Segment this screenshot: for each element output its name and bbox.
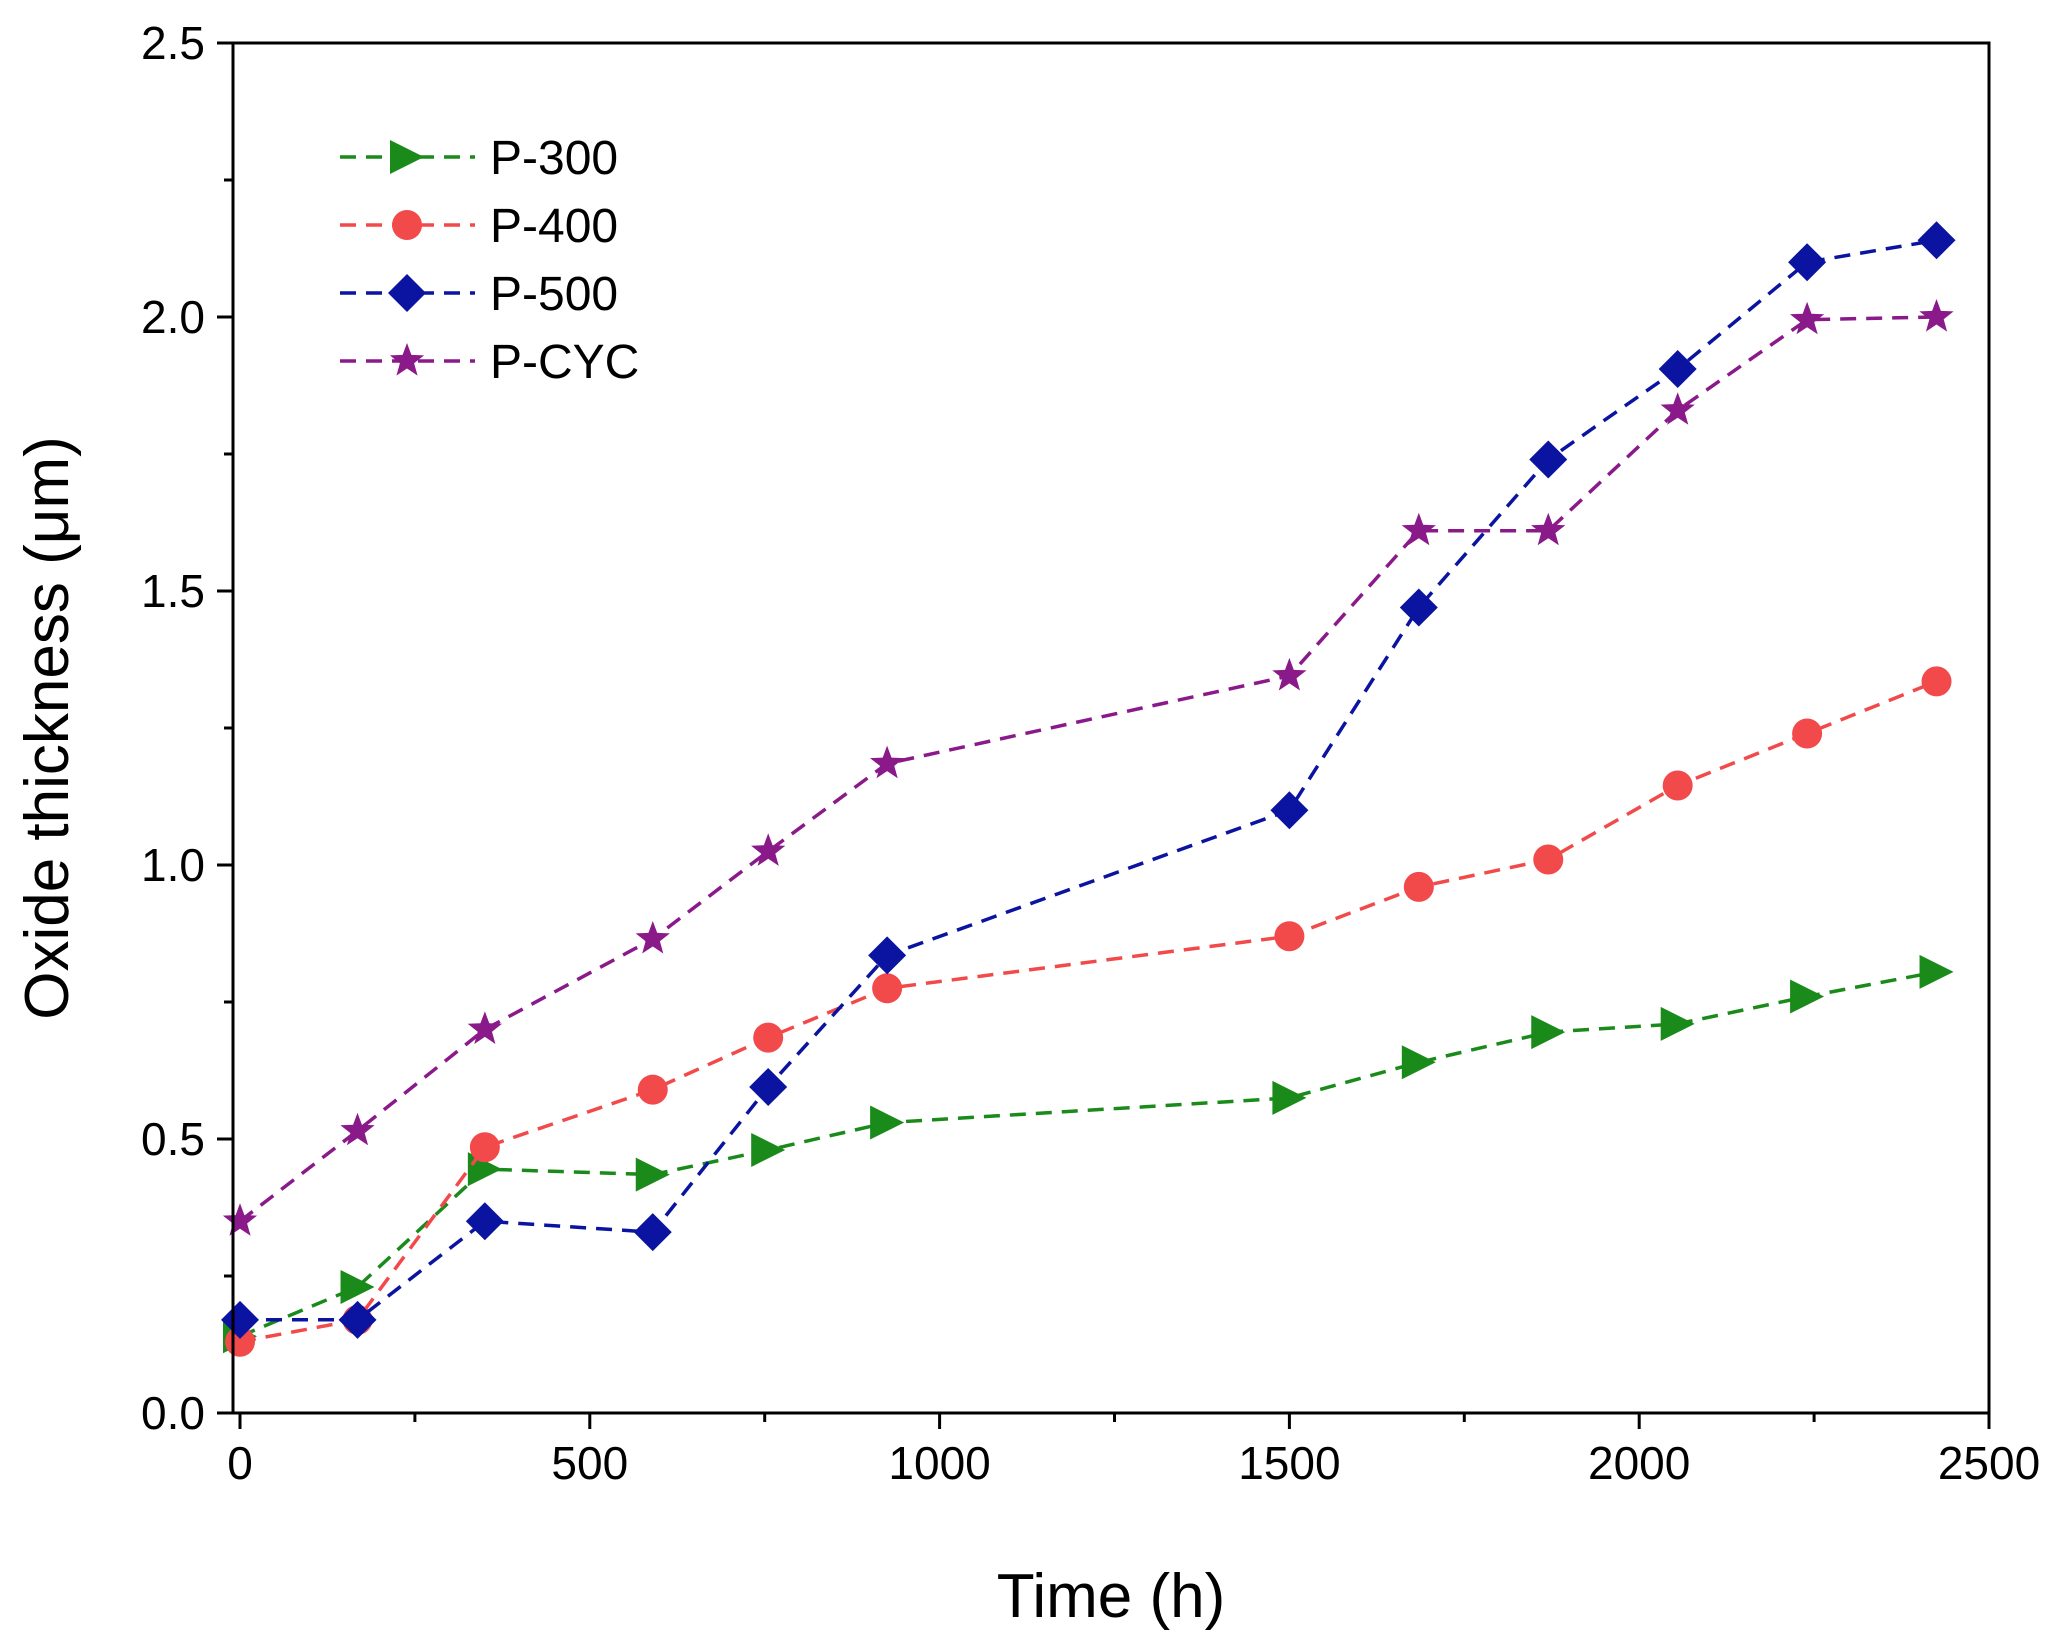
legend-marker-p-500 [388, 274, 426, 312]
data-point-p-cyc [1272, 657, 1307, 691]
data-point-p-400 [469, 1132, 500, 1163]
x-tick-label: 2500 [1938, 1437, 2040, 1489]
data-point-p-cyc [340, 1112, 375, 1146]
data-point-p-400 [1792, 718, 1823, 749]
data-point-p-400 [1274, 921, 1305, 952]
y-tick-label: 0.5 [141, 1113, 205, 1165]
series-line-p-300 [239, 970, 1937, 1338]
data-point-p-cyc [870, 745, 905, 779]
data-point-p-300 [340, 1269, 375, 1304]
data-point-p-500 [1399, 588, 1438, 627]
data-point-p-300 [1660, 1006, 1695, 1041]
data-point-p-500 [749, 1067, 788, 1106]
data-point-p-500 [1529, 440, 1568, 479]
data-point-p-500 [1270, 791, 1309, 830]
data-point-p-cyc [467, 1011, 502, 1044]
data-point-p-500 [868, 936, 907, 975]
data-point-p-300 [870, 1105, 905, 1140]
legend-marker-p-cyc [389, 343, 425, 376]
y-tick-label: 2.5 [141, 17, 205, 69]
legend-label-p-300: P-300 [490, 132, 618, 185]
x-tick-label: 0 [227, 1437, 253, 1489]
data-point-p-300 [751, 1132, 786, 1167]
series-p-cyc [222, 299, 1954, 1236]
x-axis-title: Time (h) [997, 1562, 1225, 1631]
data-point-p-400 [637, 1074, 668, 1105]
series-line-p-cyc [238, 315, 1937, 1223]
data-point-p-300 [1790, 979, 1825, 1014]
legend-entry-p-cyc: P-CYC [340, 336, 639, 389]
legend-marker-p-400 [392, 210, 422, 240]
data-point-p-500 [1788, 243, 1827, 282]
y-tick-label: 0.0 [141, 1387, 205, 1439]
data-point-p-300 [1919, 954, 1954, 989]
legend-label-p-400: P-400 [490, 200, 618, 253]
data-point-p-500 [633, 1213, 672, 1252]
y-axis-title: Oxide thickness (μm) [13, 436, 82, 1020]
data-point-p-cyc [1531, 512, 1566, 546]
y-tick-label: 2.0 [141, 291, 205, 343]
x-tick-label: 1500 [1238, 1437, 1340, 1489]
data-point-p-500 [220, 1300, 259, 1339]
data-point-p-400 [872, 973, 903, 1004]
data-point-p-cyc [635, 921, 670, 954]
data-point-p-cyc [1660, 392, 1695, 425]
data-point-p-400 [1662, 770, 1693, 801]
data-point-p-500 [465, 1202, 504, 1241]
series-line-p-400 [239, 679, 1938, 1344]
series-p-400 [224, 666, 1952, 1357]
x-tick-label: 500 [551, 1437, 628, 1489]
legend-entry-p-400: P-400 [340, 200, 618, 253]
data-point-p-500 [338, 1300, 377, 1339]
data-point-p-cyc [222, 1203, 258, 1236]
axes: 0 500 1000 1500 2000 2500 0.0 0.5 1.0 1.5 2.0 2.5 [141, 17, 2040, 1489]
data-point-p-cyc [751, 833, 786, 866]
legend-entry-p-500: P-500 [340, 268, 618, 321]
data-point-p-300 [1401, 1045, 1436, 1080]
x-tick-label: 2000 [1588, 1437, 1690, 1489]
data-point-p-300 [1272, 1080, 1307, 1115]
y-tick-label: 1.0 [141, 839, 205, 891]
data-point-p-cyc [1790, 301, 1825, 335]
legend-label-p-cyc: P-CYC [490, 336, 639, 389]
data-point-p-cyc [1919, 299, 1954, 332]
data-point-p-300 [635, 1157, 670, 1192]
legend: P-300 P-400 P-500 P-CYC [340, 132, 639, 389]
series-p-300 [222, 954, 1954, 1354]
data-point-p-500 [1658, 350, 1697, 389]
plot-marks [220, 221, 1956, 1357]
data-point-p-400 [1921, 666, 1952, 697]
legend-entry-p-300: P-300 [340, 132, 618, 185]
legend-marker-p-300 [390, 140, 424, 174]
series-p-500 [220, 221, 1956, 1339]
data-point-p-cyc [1401, 512, 1436, 546]
x-tick-label: 1000 [888, 1437, 990, 1489]
data-point-p-300 [1531, 1015, 1566, 1050]
data-point-p-400 [753, 1022, 784, 1053]
series-line-p-500 [240, 238, 1937, 1322]
legend-label-p-500: P-500 [490, 268, 618, 321]
data-point-p-400 [1403, 871, 1434, 902]
data-point-p-500 [1917, 221, 1956, 260]
y-tick-label: 1.5 [141, 565, 205, 617]
data-point-p-400 [1533, 844, 1564, 875]
